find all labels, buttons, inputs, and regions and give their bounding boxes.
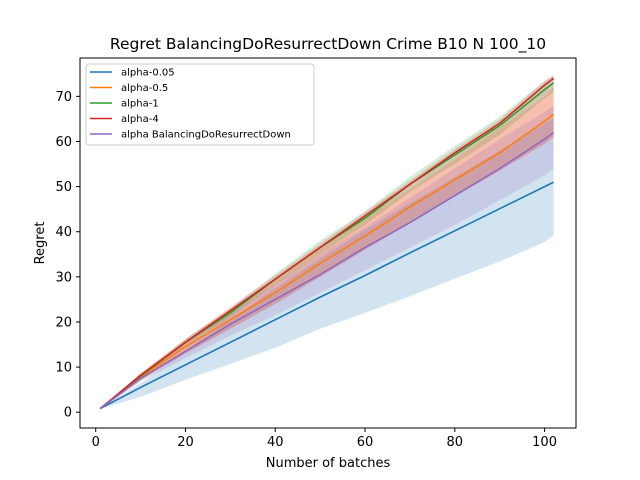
series-line-3 [99,77,555,410]
x-axis-label: Number of batches [266,456,391,471]
legend-box [85,63,315,146]
y-tick-label-3: 30 [55,270,72,285]
legend-label-3: alpha-4 [121,114,159,125]
x-axis-ticks: 0 20 40 60 80 100 [92,428,557,450]
legend-label-1: alpha-0.5 [121,83,168,94]
y-tick-label-5: 50 [55,180,72,195]
x-tick-label-0: 0 [92,435,100,450]
plot-frame [79,57,577,429]
chart-title: Regret BalancingDoResurrectDown Crime B1… [110,35,546,54]
x-tick-label-1: 20 [177,435,194,450]
y-tick-label-6: 60 [55,135,72,150]
confidence-band-0 [100,118,554,409]
legend-label-2: alpha-1 [121,99,159,110]
series-line-4 [99,131,555,410]
x-tick-label-5: 100 [532,435,557,450]
y-axis-ticks: 0 10 20 30 40 50 60 70 [55,90,80,421]
x-tick-label-4: 80 [447,435,464,450]
legend-label-4: alpha BalancingDoResurrectDown [121,130,291,141]
legend-label-0: alpha-0.05 [121,68,175,79]
series-line-0 [99,181,554,410]
y-tick-label-1: 10 [55,361,72,376]
series-line-1 [99,113,555,410]
x-tick-label-2: 40 [267,435,284,450]
confidence-band-1 [100,87,554,410]
series-lines [99,77,555,410]
y-axis-label: Regret [33,222,48,265]
y-tick-label-2: 20 [55,315,72,330]
y-tick-label-4: 40 [55,225,72,240]
y-tick-label-0: 0 [64,406,72,421]
y-tick-label-7: 70 [55,90,72,105]
legend: alpha-0.05 alpha-0.5 alpha-1 alpha-4 alpha B… [85,63,315,146]
x-tick-label-3: 60 [357,435,374,450]
confidence-band-4 [100,105,554,410]
